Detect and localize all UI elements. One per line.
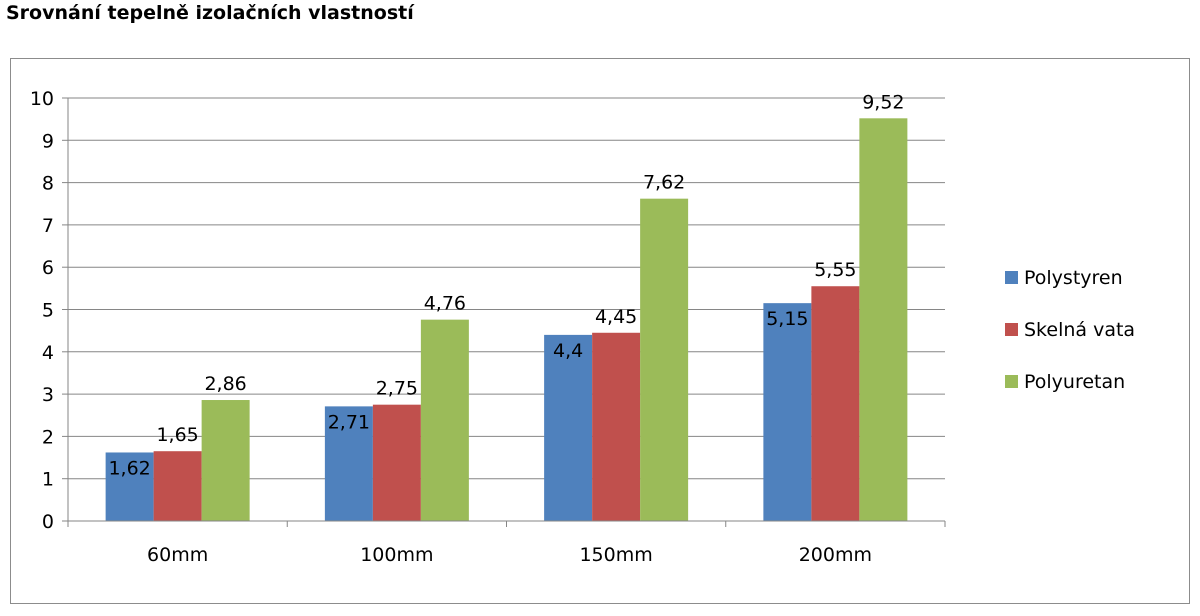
bar (201, 400, 250, 521)
bar (763, 303, 812, 521)
bar (372, 404, 421, 521)
data-label: 1,65 (156, 424, 198, 446)
y-tick-label: 8 (42, 173, 54, 195)
x-tick-label: 150mm (579, 544, 652, 566)
data-label: 5,15 (766, 308, 808, 330)
x-tick-label: 60mm (147, 544, 208, 566)
data-label: 5,55 (814, 259, 856, 281)
chart-frame (10, 58, 1190, 604)
data-label: 4,76 (424, 293, 466, 315)
y-tick-label: 0 (42, 511, 54, 533)
legend-label: Skelná vata (1024, 319, 1135, 341)
data-labels: 1,62 1,65 2,86 2,71 2,75 4,76 4,4 4,45 7,62 5,15 5… (108, 91, 904, 479)
legend-label: Polystyren (1024, 267, 1123, 289)
y-tick-label: 5 (42, 300, 54, 322)
bar (859, 118, 908, 521)
legend-swatch (1005, 271, 1018, 284)
bar (324, 406, 373, 521)
y-tick-label: 2 (42, 426, 54, 448)
bar (153, 451, 202, 521)
x-tick-label: 100mm (360, 544, 433, 566)
data-label: 1,62 (108, 457, 150, 479)
bar (640, 198, 689, 521)
y-tick-label: 1 (42, 469, 54, 491)
bar (592, 332, 641, 521)
gridlines (68, 97, 945, 480)
y-tick-label: 6 (42, 257, 54, 279)
data-label: 2,75 (376, 378, 418, 400)
bar (420, 319, 469, 521)
y-tick-label: 7 (42, 215, 54, 237)
bar (544, 334, 593, 521)
bar (811, 286, 860, 521)
data-label: 9,52 (862, 91, 904, 113)
bars (105, 118, 908, 521)
y-tick-label: 4 (42, 342, 54, 364)
bar (105, 452, 154, 521)
legend-swatch (1005, 375, 1018, 388)
y-tick-label: 9 (42, 130, 54, 152)
data-label: 4,4 (553, 340, 583, 362)
page-title: Srovnání tepelně izolačních vlastností (6, 2, 414, 24)
data-label: 2,71 (328, 411, 370, 433)
axes: 0 1 2 3 4 5 6 7 8 9 10 60mm 100mm 150mm 200mm (30, 88, 946, 566)
y-tick-label: 3 (42, 384, 54, 406)
data-label: 4,45 (595, 306, 637, 328)
data-label: 2,86 (204, 373, 246, 395)
data-label: 7,62 (643, 172, 685, 194)
x-tick-label: 200mm (799, 544, 872, 566)
y-tick-label: 10 (30, 88, 54, 110)
legend-label: Polyuretan (1024, 371, 1125, 393)
legend-swatch (1005, 323, 1018, 336)
legend: Polystyren Skelná vata Polyuretan (1005, 267, 1135, 393)
